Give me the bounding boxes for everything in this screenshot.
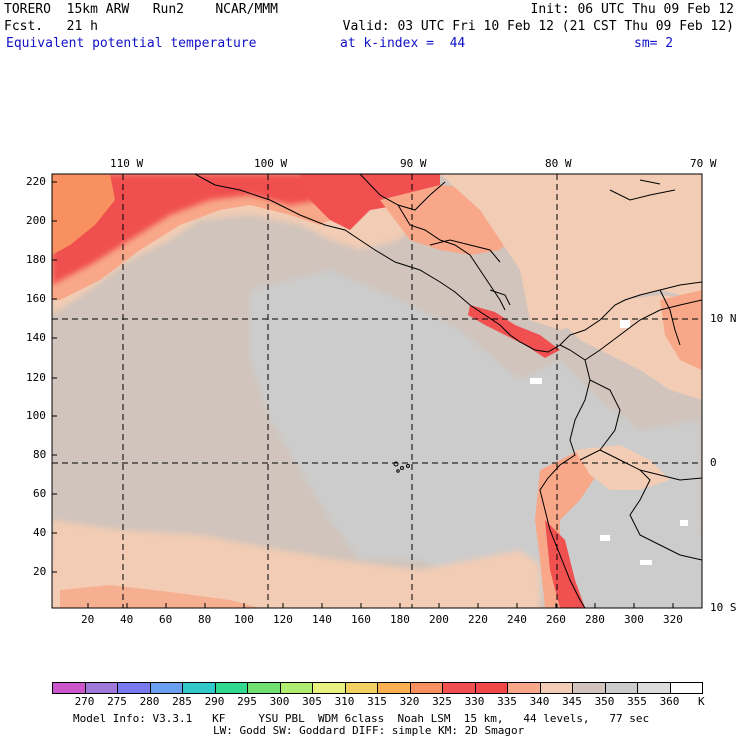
y-tick: 140 [26, 331, 46, 344]
x-tick: 300 [624, 613, 644, 626]
colorbar-swatch [214, 682, 248, 694]
lon-label-90w: 90 W [400, 157, 427, 170]
run-title: TORERO 15km ARW Run2 NCAR/MMM [4, 2, 278, 17]
smoothing-info: sm= 2 [634, 36, 674, 51]
colorbar-level-label: 360 [659, 695, 680, 708]
forecast-hour: Fcst. 21 h [4, 19, 98, 34]
colorbar-level-label: 285 [172, 695, 192, 708]
colorbar-level-label: 300 [269, 695, 290, 708]
x-tick: 160 [351, 613, 371, 626]
colorbar-swatch [117, 682, 151, 694]
y-tick: 100 [26, 409, 46, 422]
colorbar-swatch [539, 682, 573, 694]
colorbar-level-label: 315 [367, 695, 387, 708]
colorbar-swatch [442, 682, 476, 694]
lat-label-0: 0 [710, 456, 717, 469]
colorbar-swatch [637, 682, 671, 694]
level-info: at k-index = 44 [340, 36, 466, 51]
coastlines [194, 174, 702, 608]
colorbar-swatch [84, 682, 118, 694]
lat-label-10n: 10 N [710, 312, 737, 325]
x-tick: 140 [312, 613, 332, 626]
x-tick: 220 [468, 613, 488, 626]
graticule [52, 174, 702, 608]
colorbar-level-label: 295 [237, 695, 257, 708]
x-tick: 240 [507, 613, 527, 626]
x-tick: 200 [429, 613, 449, 626]
colorbar-level-label: 320 [399, 695, 420, 708]
x-tick: 280 [585, 613, 605, 626]
lon-label-100w: 100 W [254, 157, 288, 170]
x-tick: 260 [546, 613, 566, 626]
x-tick: 180 [390, 613, 410, 626]
x-tick: 20 [81, 613, 95, 626]
y-tick: 120 [26, 371, 46, 384]
colorbar-level-label: 325 [432, 695, 452, 708]
colorbar-level-label: 280 [139, 695, 160, 708]
valid-time: Valid: 03 UTC Fri 10 Feb 12 (21 CST Thu … [342, 19, 734, 34]
colorbar-swatch [507, 682, 541, 694]
colorbar-swatch [409, 682, 443, 694]
y-tick: 200 [26, 214, 46, 227]
colorbar-swatch [182, 682, 216, 694]
y-tick: 20 [33, 565, 47, 578]
colorbar-swatch [344, 682, 378, 694]
colorbar-level-label: 275 [107, 695, 127, 708]
colorbar-swatch [669, 682, 703, 694]
lon-label-110w: 110 W [110, 157, 144, 170]
colorbar-level-label: 310 [334, 695, 355, 708]
colorbar-swatch [312, 682, 346, 694]
colorbar-swatch [604, 682, 638, 694]
colorbar-unit: K [698, 695, 705, 708]
colorbar-swatch [377, 682, 411, 694]
y-tick: 60 [33, 487, 47, 500]
colorbar-swatch [474, 682, 508, 694]
colorbar-level-label: 340 [529, 695, 550, 708]
model-info: Model Info: V3.3.1 KF YSU PBL WDM 6class… [73, 712, 650, 725]
y-tick: 220 [26, 175, 46, 188]
colorbar-level-label: 330 [464, 695, 485, 708]
y-tick: 180 [26, 253, 46, 266]
lon-label-70w: 70 W [690, 157, 717, 170]
y-tick: 160 [26, 292, 46, 305]
colorbar-level-label: 355 [627, 695, 647, 708]
x-tick: 40 [120, 613, 134, 626]
x-tick: 80 [198, 613, 212, 626]
colorbar-swatch [279, 682, 313, 694]
colorbar-swatch [52, 682, 86, 694]
colorbar-swatch [572, 682, 606, 694]
colorbar-swatch [149, 682, 183, 694]
field-name: Equivalent potential temperature [6, 36, 257, 51]
colorbar-level-label: 305 [302, 695, 322, 708]
init-time: Init: 06 UTC Thu 09 Feb 12 [530, 2, 735, 17]
x-tick: 320 [663, 613, 683, 626]
colorbar-level-label: 345 [562, 695, 582, 708]
colorbar-level-label: 270 [74, 695, 95, 708]
lon-label-80w: 80 W [545, 157, 572, 170]
colorbar-level-label: 290 [204, 695, 225, 708]
x-tick: 120 [273, 613, 293, 626]
y-tick: 40 [33, 526, 47, 539]
x-tick: 100 [234, 613, 254, 626]
lat-label-10s: 10 S [710, 601, 737, 614]
physics-info: LW: Godd SW: Goddard DIFF: simple KM: 2D… [213, 724, 525, 737]
map-frame [51, 173, 703, 609]
colorbar-level-label: 350 [594, 695, 615, 708]
x-tick: 60 [159, 613, 173, 626]
colorbar-swatch [247, 682, 281, 694]
y-tick: 80 [33, 448, 47, 461]
shaded-field [52, 174, 702, 608]
colorbar-level-label: 335 [497, 695, 517, 708]
